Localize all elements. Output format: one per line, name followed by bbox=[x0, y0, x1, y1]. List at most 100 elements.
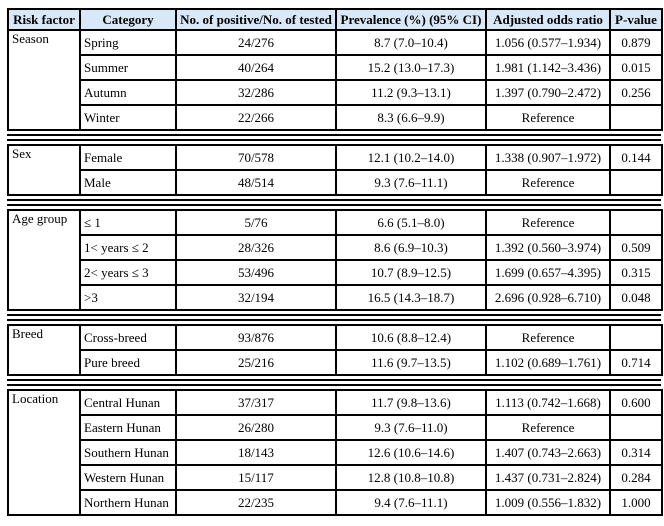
cell-positive-tested: 18/143 bbox=[175, 439, 337, 466]
header-row: Risk factor Category No. of positive/No. o… bbox=[7, 8, 663, 31]
cell-positive-tested: 93/876 bbox=[175, 324, 337, 351]
cell-category: Western Hunan bbox=[79, 464, 177, 491]
cell-positive-tested: 26/280 bbox=[175, 414, 337, 441]
table-row: Eastern Hunan 26/280 9.3 (7.6–11.0) Referen… bbox=[8, 414, 663, 441]
cell-prevalence: 11.7 (9.8–13.6) bbox=[335, 389, 487, 416]
cell-adjusted-odds-ratio: Reference bbox=[485, 209, 611, 236]
column-header-adjusted-odds-ratio: Adjusted odds ratio bbox=[485, 8, 611, 31]
cell-risk-factor: Season bbox=[7, 29, 81, 131]
cell-category: Autumn bbox=[79, 79, 177, 106]
cell-adjusted-odds-ratio: 1.338 (0.907–1.972) bbox=[485, 144, 611, 171]
cell-p-value: 1.000 bbox=[609, 489, 663, 516]
cell-category: Southern Hunan bbox=[79, 439, 177, 466]
cell-prevalence: 16.5 (14.3–18.7) bbox=[335, 284, 487, 311]
cell-positive-tested: 40/264 bbox=[175, 54, 337, 81]
cell-p-value bbox=[609, 414, 663, 441]
cell-positive-tested: 22/266 bbox=[175, 104, 337, 131]
cell-category: Male bbox=[79, 169, 177, 196]
cell-prevalence: 8.3 (6.6–9.9) bbox=[335, 104, 487, 131]
cell-positive-tested: 37/317 bbox=[175, 389, 337, 416]
section-separator bbox=[7, 199, 661, 206]
cell-adjusted-odds-ratio: 1.056 (0.577–1.934) bbox=[485, 29, 611, 56]
cell-category: ≤ 1 bbox=[79, 209, 177, 236]
cell-category: Female bbox=[79, 144, 177, 171]
cell-category: >3 bbox=[79, 284, 177, 311]
cell-p-value bbox=[609, 324, 663, 351]
cell-adjusted-odds-ratio: Reference bbox=[485, 104, 611, 131]
table-row: 1< years ≤ 2 28/326 8.6 (6.9–10.3) 1.392 (0… bbox=[8, 234, 663, 261]
table-row: Sex Female 70/578 12.1 (10.2–14.0) 1.338 (0.… bbox=[7, 144, 663, 196]
cell-p-value: 0.314 bbox=[609, 439, 663, 466]
cell-risk-factor: Sex bbox=[7, 144, 81, 196]
cell-p-value: 0.256 bbox=[609, 79, 663, 106]
table-row: Pure breed 25/216 11.6 (9.7–13.5) 1.102 (0.… bbox=[8, 349, 663, 376]
cell-p-value: 0.509 bbox=[609, 234, 663, 261]
cell-category: Cross-breed bbox=[79, 324, 177, 351]
column-header-category: Category bbox=[79, 8, 177, 31]
cell-prevalence: 12.8 (10.8–10.8) bbox=[335, 464, 487, 491]
section-separator bbox=[7, 379, 661, 386]
column-header-risk-factor: Risk factor bbox=[7, 8, 81, 31]
cell-prevalence: 10.6 (8.8–12.4) bbox=[335, 324, 487, 351]
cell-category: Pure breed bbox=[79, 349, 177, 376]
cell-positive-tested: 70/578 bbox=[175, 144, 337, 171]
table-row: Male 48/514 9.3 (7.6–11.1) Reference bbox=[8, 169, 663, 196]
cell-category: 1< years ≤ 2 bbox=[79, 234, 177, 261]
cell-positive-tested: 25/216 bbox=[175, 349, 337, 376]
cell-p-value: 0.315 bbox=[609, 259, 663, 286]
cell-prevalence: 8.6 (6.9–10.3) bbox=[335, 234, 487, 261]
cell-prevalence: 12.1 (10.2–14.0) bbox=[335, 144, 487, 171]
cell-p-value bbox=[609, 209, 663, 236]
cell-adjusted-odds-ratio: 2.696 (0.928–6.710) bbox=[485, 284, 611, 311]
cell-prevalence: 8.7 (7.0–10.4) bbox=[335, 29, 487, 56]
table-row: 2< years ≤ 3 53/496 10.7 (8.9–12.5) 1.699 (… bbox=[8, 259, 663, 286]
table-section-breed: Breed Cross-breed 93/876 10.6 (8.8–12.4) Ref… bbox=[7, 324, 663, 376]
column-header-prevalence-95-ci-: Prevalence (%) (95% CI) bbox=[335, 8, 487, 31]
cell-category: Spring bbox=[79, 29, 177, 56]
cell-p-value: 0.284 bbox=[609, 464, 663, 491]
table-row: Season Spring 24/276 8.7 (7.0–10.4) 1.056 (0… bbox=[7, 29, 663, 131]
table-row: Northern Hunan 22/235 9.4 (7.6–11.1) 1.009 … bbox=[8, 489, 663, 516]
cell-category: Eastern Hunan bbox=[79, 414, 177, 441]
column-header-p-value: P-value bbox=[609, 8, 663, 31]
cell-adjusted-odds-ratio: Reference bbox=[485, 169, 611, 196]
cell-p-value bbox=[609, 104, 663, 131]
cell-adjusted-odds-ratio: Reference bbox=[485, 414, 611, 441]
cell-category: Winter bbox=[79, 104, 177, 131]
cell-category: Central Hunan bbox=[79, 389, 177, 416]
table-row: Summer 40/264 15.2 (13.0–17.3) 1.981 (1.142… bbox=[8, 54, 663, 81]
cell-risk-factor: Age group bbox=[7, 209, 81, 311]
table-row: Southern Hunan 18/143 12.6 (10.6–14.6) 1.40… bbox=[8, 439, 663, 466]
cell-p-value: 0.048 bbox=[609, 284, 663, 311]
section-separator bbox=[7, 134, 661, 141]
table-section-age-group: Age group ≤ 1 5/76 6.6 (5.1–8.0) Reference 1<… bbox=[7, 209, 663, 311]
table-row: Breed Cross-breed 93/876 10.6 (8.8–12.4) Ref… bbox=[7, 324, 663, 376]
cell-p-value: 0.144 bbox=[609, 144, 663, 171]
cell-category: 2< years ≤ 3 bbox=[79, 259, 177, 286]
table-row: Age group ≤ 1 5/76 6.6 (5.1–8.0) Reference bbox=[7, 209, 663, 311]
column-header-no-of-positive-no-of-tested: No. of positive/No. of tested bbox=[175, 8, 337, 31]
cell-positive-tested: 5/76 bbox=[175, 209, 337, 236]
cell-positive-tested: 24/276 bbox=[175, 29, 337, 56]
cell-p-value: 0.714 bbox=[609, 349, 663, 376]
table-row: >3 32/194 16.5 (14.3–18.7) 2.696 (0.928–6.7… bbox=[8, 284, 663, 311]
cell-positive-tested: 28/326 bbox=[175, 234, 337, 261]
cell-risk-factor: Breed bbox=[7, 324, 81, 376]
table-row: Autumn 32/286 11.2 (9.3–13.1) 1.397 (0.790–… bbox=[8, 79, 663, 106]
cell-prevalence: 11.2 (9.3–13.1) bbox=[335, 79, 487, 106]
cell-prevalence: 6.6 (5.1–8.0) bbox=[335, 209, 487, 236]
table-row: Winter 22/266 8.3 (6.6–9.9) Reference bbox=[8, 104, 663, 131]
cell-prevalence: 9.4 (7.6–11.1) bbox=[335, 489, 487, 516]
table-row: Location Central Hunan 37/317 11.7 (9.8–13.… bbox=[7, 389, 663, 516]
table-row: Western Hunan 15/117 12.8 (10.8–10.8) 1.437… bbox=[8, 464, 663, 491]
cell-p-value bbox=[609, 169, 663, 196]
cell-prevalence: 10.7 (8.9–12.5) bbox=[335, 259, 487, 286]
table-section-sex: Sex Female 70/578 12.1 (10.2–14.0) 1.338 (0.… bbox=[7, 144, 663, 196]
cell-positive-tested: 32/194 bbox=[175, 284, 337, 311]
cell-p-value: 0.600 bbox=[609, 389, 663, 416]
cell-positive-tested: 48/514 bbox=[175, 169, 337, 196]
cell-adjusted-odds-ratio: 1.437 (0.731–2.824) bbox=[485, 464, 611, 491]
cell-prevalence: 9.3 (7.6–11.0) bbox=[335, 414, 487, 441]
cell-prevalence: 12.6 (10.6–14.6) bbox=[335, 439, 487, 466]
cell-category: Northern Hunan bbox=[79, 489, 177, 516]
